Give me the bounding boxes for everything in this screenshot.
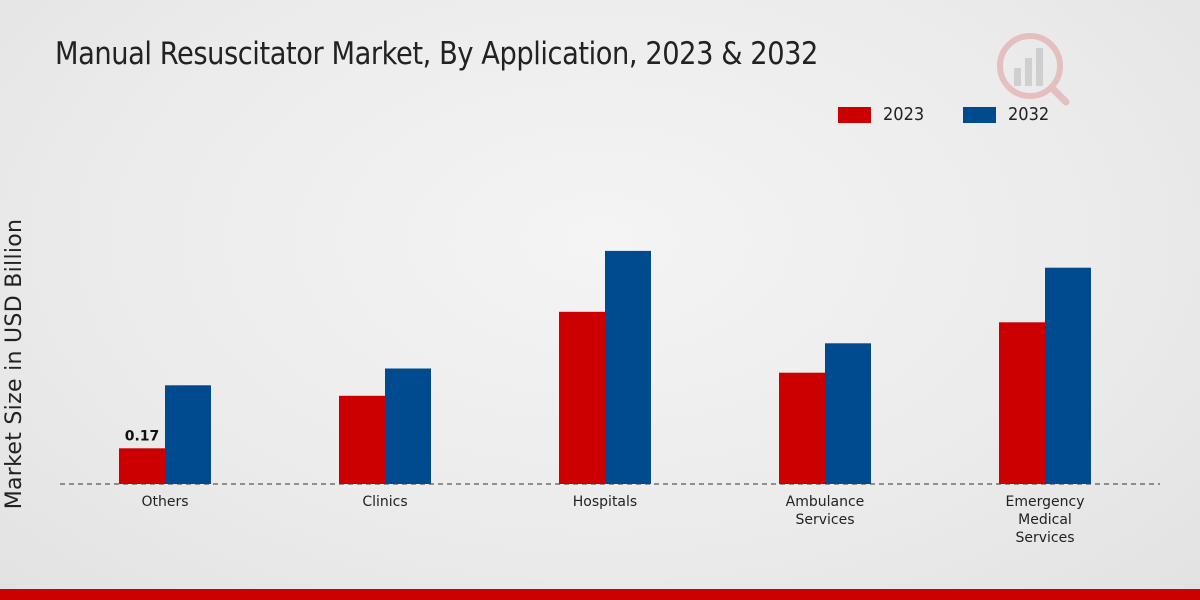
x-tick-label: Services [795, 512, 854, 528]
bar-2032-ambulance-services[interactable] [825, 343, 871, 484]
legend-swatch-2032 [962, 106, 996, 123]
bar-2023-clinics[interactable] [339, 395, 385, 484]
x-tick-label: Hospitals [573, 494, 637, 510]
x-tick-label: Others [141, 494, 188, 510]
legend-label-2032: 2032 [1007, 104, 1050, 125]
x-tick-label: Ambulance [786, 494, 865, 510]
bottom-accent-bar [0, 589, 1200, 600]
legend-item-2023[interactable]: 2023 [838, 104, 929, 125]
bar-2023-ambulance-services[interactable] [779, 372, 825, 484]
x-tick-label: Medical [1018, 512, 1072, 528]
x-tick-label: Clinics [362, 494, 407, 510]
legend-swatch-2023 [838, 106, 871, 123]
chart-legend: 2023 2032 [838, 104, 1088, 125]
chart-title: Manual Resuscitator Market, By Applicati… [55, 36, 818, 72]
bar-2023-emergency-medical-services[interactable] [999, 322, 1045, 484]
bars-group [119, 250, 1091, 485]
bar-2032-hospitals[interactable] [605, 250, 651, 484]
bar-2032-clinics[interactable] [385, 368, 431, 485]
legend-item-2032[interactable]: 2032 [962, 104, 1054, 125]
labels-group: Others Clinics Hospitals Ambulance Services E… [125, 428, 1085, 546]
data-label: 0.17 [125, 428, 160, 444]
bar-2023-others[interactable] [119, 448, 165, 484]
bar-2032-emergency-medical-services[interactable] [1045, 267, 1091, 484]
bar-2032-others[interactable] [165, 385, 211, 484]
x-tick-label: Services [1015, 530, 1074, 546]
bar-2023-hospitals[interactable] [559, 311, 605, 484]
watermark-logo-icon [997, 33, 1070, 106]
x-tick-label: Emergency [1006, 494, 1085, 510]
legend-label-2023: 2023 [883, 104, 925, 125]
